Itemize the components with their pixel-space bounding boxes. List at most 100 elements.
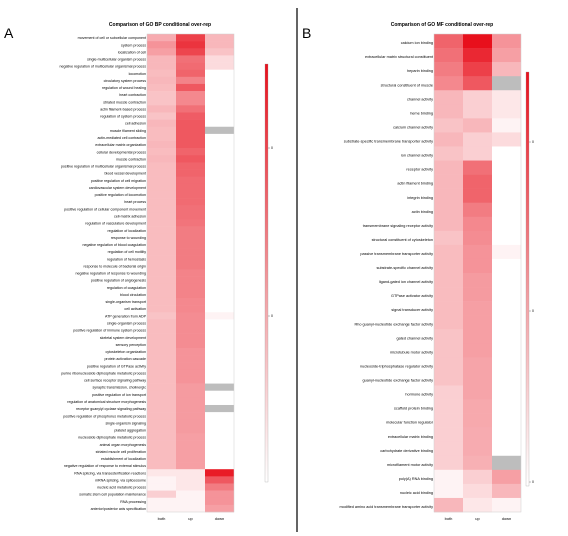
heatmap-cell [176,412,205,420]
heatmap-cell [205,240,234,249]
heatmap-cell [147,326,176,334]
row-label: modified amino acid transmembrane transp… [340,505,434,509]
heatmap-cell [434,427,463,443]
row-label: positive regulation of phosphorus metabo… [63,414,146,418]
panel-b: B Comparison of GO MF conditional over-re… [302,22,534,521]
heatmap-cell [176,105,205,113]
heatmap-cell [176,41,205,49]
heatmap-cell [176,440,205,449]
heatmap-frame [433,33,522,513]
heatmap-cell [463,343,492,358]
row-label: regulation of hemostasis [107,257,146,261]
heatmap-cell [176,369,205,377]
heatmap-cell [205,205,234,213]
heatmap-cell [176,333,205,342]
heatmap-cell [176,355,205,363]
heatmap-cell [176,490,205,499]
heatmap-cell [492,273,521,288]
heatmap-cell [205,169,234,177]
heatmap-cell [205,404,234,413]
row-label: ligand-gated ion channel activity [379,280,433,284]
row-label: cell-matrix adhesion [114,214,146,218]
heatmap-frame [146,33,235,513]
color-key-tick-label: 0 [532,309,534,313]
heatmap-cell [205,454,234,463]
heatmap-cell [205,126,234,135]
heatmap-cell [205,490,234,499]
heatmap-cell [463,469,492,485]
heatmap-cell [463,202,492,218]
row-label: synaptic transmission, cholinergic [92,386,146,390]
row-label: substrate-specific channel activity [376,266,433,270]
heatmap-cell [205,233,234,242]
heatmap-cell [463,413,492,428]
row-label: heart contraction [119,93,146,97]
heatmap-cell [205,212,234,220]
heatmap-cell [176,504,205,513]
heatmap-cell [434,287,463,302]
heatmap-cell [205,105,234,113]
heatmap-cell [205,226,234,235]
heatmap-cell [205,462,234,470]
row-label: microfilament motor activity [387,463,433,467]
row-label: positive regulation of immune system pro… [73,329,146,333]
heatmap-cell [176,55,205,63]
heatmap-cell [434,216,463,232]
heatmap-cell [205,376,234,384]
row-label: channel activity [407,97,433,101]
heatmap-cell [205,148,234,156]
row-label: regulation of localization [107,229,146,233]
row-label: cardiovascular system development [89,186,146,190]
heatmap-cell [434,399,463,414]
heatmap-cell [147,198,176,206]
heatmap-cell [492,146,521,161]
heatmap-cell [176,190,205,199]
heatmap-cell [205,340,234,349]
row-label: actin filament binding [397,182,433,186]
heatmap-cell [205,504,234,513]
heatmap-cell [205,397,234,406]
heatmap-cell [176,397,205,406]
heatmap-cell [147,383,176,392]
heatmap-cell [434,385,463,400]
heatmap-cell [147,233,176,242]
heatmap-cell [492,343,521,358]
heatmap-cell [147,62,176,70]
heatmap-cell [147,141,176,149]
heatmap-cell [176,497,205,506]
heatmap-cell [434,329,463,344]
heatmap-cell [147,219,176,227]
row-label: regulation of cell motility [108,250,147,254]
row-label: transmembrane signaling receptor activit… [363,224,433,228]
row-label: response to molecule of bacterial origin [83,264,146,268]
heatmap-cell [463,287,492,302]
heatmap-cell [176,226,205,235]
heatmap-cell [492,287,521,302]
row-label: molecular function regulator [386,421,434,425]
heatmap-cell [205,305,234,313]
row-label: integrin binding [407,196,433,200]
heatmap-cell [176,419,205,427]
row-label: cell adhesion [125,122,146,126]
row-label: regulation of vasculature development [85,222,146,226]
row-label: guanyl-nucleotide exchange factor activi… [363,379,434,383]
row-label: gated channel activity [396,336,433,340]
row-label: negative regulation of response to wound… [75,272,146,276]
row-label: nucleic acid binding [400,491,433,495]
row-label: extracellular matrix organization [95,143,146,147]
row-label: purine ribonucleoside diphosphate metabo… [61,371,146,375]
row-label: calcium ion binding [401,41,433,45]
row-label: negative regulation of blood coagulation [82,243,146,247]
heatmap-cell [176,462,205,470]
heatmap-cell [176,133,205,142]
heatmap-cell [463,62,492,77]
heatmap-cell [205,55,234,63]
heatmap-cell [205,262,234,270]
row-label: extracellular matrix binding [388,435,433,439]
heatmap-cell [205,119,234,128]
heatmap-cell [434,258,463,274]
row-label: cytoskeleton organization [105,350,146,354]
heatmap-cell [434,413,463,428]
heatmap-cell [147,404,176,413]
heatmap-cell [147,397,176,406]
